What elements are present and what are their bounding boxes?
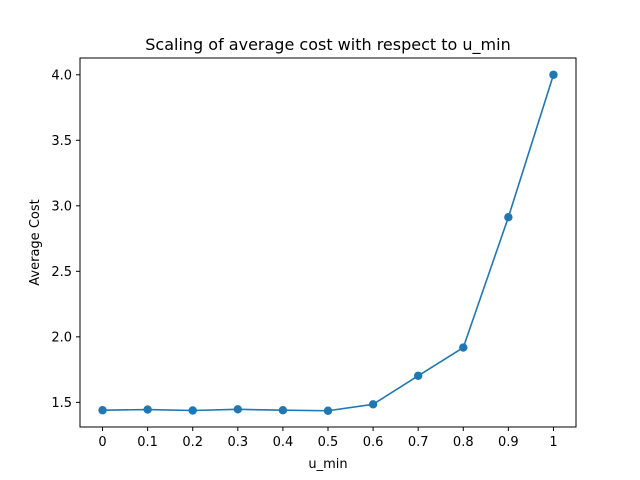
- x-axis-label: u_min: [308, 457, 347, 472]
- y-tick-label: 2.5: [51, 265, 72, 280]
- x-tick-label: 0.1: [137, 435, 158, 450]
- x-tick-label: 0.5: [318, 435, 339, 450]
- data-point-marker: [278, 406, 288, 415]
- x-tick-label: 0.4: [273, 435, 294, 450]
- data-point-marker: [233, 405, 243, 414]
- y-axis-ticks: 1.5 2.0 2.5 3.0 3.5 4.0: [51, 68, 80, 411]
- y-tick-label: 2.0: [51, 330, 72, 345]
- data-point-marker: [504, 213, 513, 222]
- x-tick-label: 0.6: [363, 435, 384, 450]
- x-tick-label: 0: [98, 435, 106, 450]
- y-tick-label: 1.5: [51, 396, 72, 411]
- data-point-marker: [459, 343, 468, 352]
- x-tick-label: 0.9: [498, 435, 519, 450]
- data-point-marker: [143, 405, 152, 414]
- data-point-marker: [413, 371, 423, 380]
- x-tick-label: 1: [549, 435, 557, 450]
- x-tick-label: 0.2: [182, 435, 203, 450]
- x-tick-label: 0.3: [227, 435, 248, 450]
- data-point-marker: [323, 406, 333, 415]
- y-tick-label: 4.0: [51, 68, 72, 83]
- x-tick-label: 0.8: [453, 435, 474, 450]
- x-tick-label: 0.7: [408, 435, 429, 450]
- data-point-marker: [188, 406, 197, 415]
- y-tick-label: 3.5: [51, 134, 72, 149]
- chart-title: Scaling of average cost with respect to …: [145, 35, 510, 55]
- y-tick-label: 3.0: [51, 199, 72, 214]
- x-axis-ticks: 0 0.1 0.2 0.3 0.4 0.5 0.6 0.7 0.8 0.9 1: [98, 427, 558, 450]
- data-point-marker: [98, 406, 107, 415]
- data-point-marker: [549, 70, 558, 79]
- y-axis-label: Average Cost: [28, 199, 43, 285]
- plot-area-frame: [79, 57, 577, 428]
- data-point-marker: [368, 400, 378, 409]
- series-layer: [98, 70, 558, 415]
